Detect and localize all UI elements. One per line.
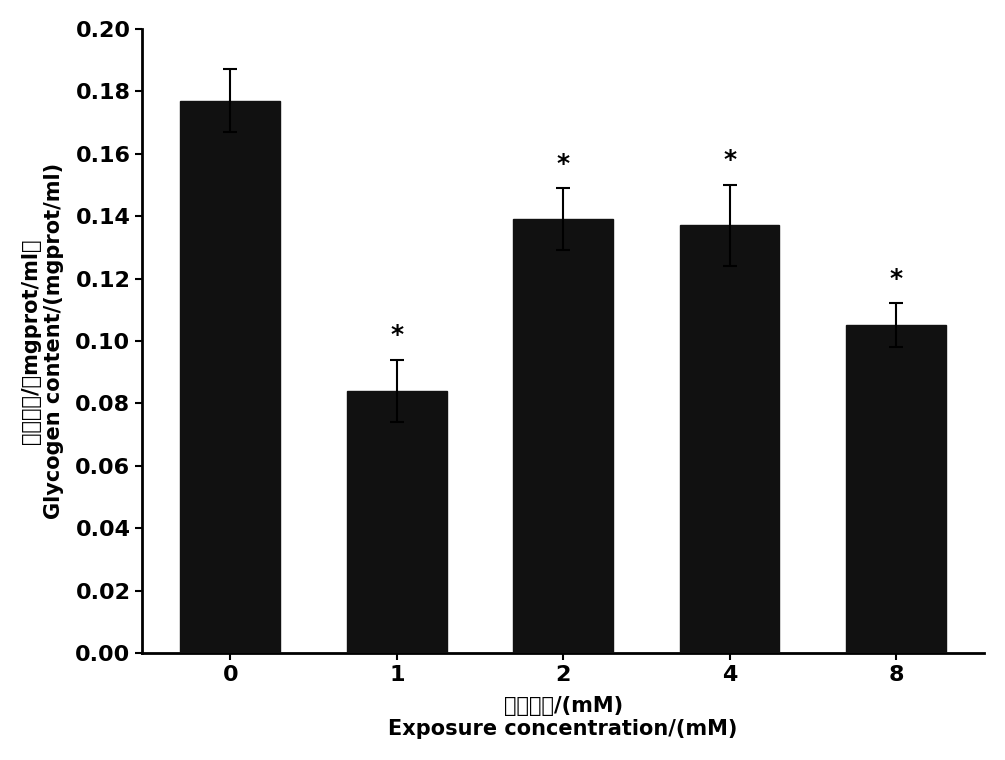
Text: *: *	[723, 148, 736, 173]
Y-axis label: 糖原含量/（mgprot/ml）
Glycogen content/(mgprot/ml): 糖原含量/（mgprot/ml） Glycogen content/(mgpro…	[21, 163, 64, 519]
Bar	[347, 391, 446, 653]
Bar	[846, 325, 946, 653]
Bar	[181, 100, 280, 653]
Text: *: *	[390, 323, 403, 347]
X-axis label: 暴露浓度/(mM)
Exposure concentration/(mM): 暴露浓度/(mM) Exposure concentration/(mM)	[389, 696, 738, 739]
Bar	[514, 219, 613, 653]
Text: *: *	[889, 267, 902, 291]
Text: *: *	[557, 151, 570, 176]
Bar	[679, 226, 780, 653]
